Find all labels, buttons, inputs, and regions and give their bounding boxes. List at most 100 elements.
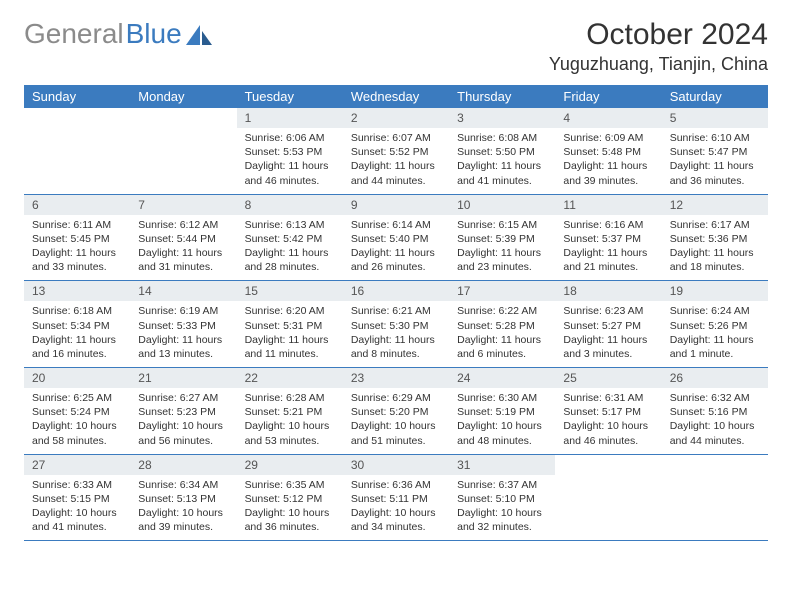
calendar-head: SundayMondayTuesdayWednesdayThursdayFrid… [24, 85, 768, 108]
calendar-cell: 21Sunrise: 6:27 AMSunset: 5:23 PMDayligh… [130, 368, 236, 455]
sunrise-text: Sunrise: 6:30 AM [457, 391, 547, 405]
day-body: Sunrise: 6:36 AMSunset: 5:11 PMDaylight:… [343, 475, 449, 541]
day-number: 19 [662, 281, 768, 301]
sunrise-text: Sunrise: 6:33 AM [32, 478, 122, 492]
location: Yuguzhuang, Tianjin, China [549, 54, 768, 75]
day-body: Sunrise: 6:27 AMSunset: 5:23 PMDaylight:… [130, 388, 236, 454]
month-title: October 2024 [549, 18, 768, 52]
day-body: Sunrise: 6:10 AMSunset: 5:47 PMDaylight:… [662, 128, 768, 194]
calendar-cell: 16Sunrise: 6:21 AMSunset: 5:30 PMDayligh… [343, 281, 449, 368]
day-body: Sunrise: 6:23 AMSunset: 5:27 PMDaylight:… [555, 301, 661, 367]
calendar-cell: 30Sunrise: 6:36 AMSunset: 5:11 PMDayligh… [343, 454, 449, 541]
sunset-text: Sunset: 5:17 PM [563, 405, 653, 419]
daylight-text: Daylight: 11 hours and 39 minutes. [563, 159, 653, 187]
sunrise-text: Sunrise: 6:29 AM [351, 391, 441, 405]
sunrise-text: Sunrise: 6:13 AM [245, 218, 335, 232]
sunrise-text: Sunrise: 6:36 AM [351, 478, 441, 492]
calendar-cell: 23Sunrise: 6:29 AMSunset: 5:20 PMDayligh… [343, 368, 449, 455]
weekday-header: Saturday [662, 85, 768, 108]
daylight-text: Daylight: 11 hours and 16 minutes. [32, 333, 122, 361]
daylight-text: Daylight: 11 hours and 31 minutes. [138, 246, 228, 274]
calendar-table: SundayMondayTuesdayWednesdayThursdayFrid… [24, 85, 768, 541]
day-body: Sunrise: 6:17 AMSunset: 5:36 PMDaylight:… [662, 215, 768, 281]
calendar-cell: 4Sunrise: 6:09 AMSunset: 5:48 PMDaylight… [555, 108, 661, 194]
day-body: Sunrise: 6:37 AMSunset: 5:10 PMDaylight:… [449, 475, 555, 541]
weekday-header: Tuesday [237, 85, 343, 108]
day-body: Sunrise: 6:29 AMSunset: 5:20 PMDaylight:… [343, 388, 449, 454]
daylight-text: Daylight: 10 hours and 48 minutes. [457, 419, 547, 447]
day-number: 31 [449, 455, 555, 475]
sunset-text: Sunset: 5:53 PM [245, 145, 335, 159]
day-number: 28 [130, 455, 236, 475]
day-number: 20 [24, 368, 130, 388]
calendar-cell: 10Sunrise: 6:15 AMSunset: 5:39 PMDayligh… [449, 194, 555, 281]
sunrise-text: Sunrise: 6:21 AM [351, 304, 441, 318]
sunrise-text: Sunrise: 6:20 AM [245, 304, 335, 318]
sunset-text: Sunset: 5:10 PM [457, 492, 547, 506]
sunrise-text: Sunrise: 6:34 AM [138, 478, 228, 492]
day-body: Sunrise: 6:08 AMSunset: 5:50 PMDaylight:… [449, 128, 555, 194]
sunrise-text: Sunrise: 6:07 AM [351, 131, 441, 145]
sunrise-text: Sunrise: 6:12 AM [138, 218, 228, 232]
day-number: 18 [555, 281, 661, 301]
day-number: 6 [24, 195, 130, 215]
day-number: 22 [237, 368, 343, 388]
sunrise-text: Sunrise: 6:31 AM [563, 391, 653, 405]
sunrise-text: Sunrise: 6:22 AM [457, 304, 547, 318]
calendar-cell: 6Sunrise: 6:11 AMSunset: 5:45 PMDaylight… [24, 194, 130, 281]
sunset-text: Sunset: 5:21 PM [245, 405, 335, 419]
sunset-text: Sunset: 5:31 PM [245, 319, 335, 333]
sunset-text: Sunset: 5:42 PM [245, 232, 335, 246]
day-body: Sunrise: 6:12 AMSunset: 5:44 PMDaylight:… [130, 215, 236, 281]
calendar-cell: 29Sunrise: 6:35 AMSunset: 5:12 PMDayligh… [237, 454, 343, 541]
calendar-cell: 22Sunrise: 6:28 AMSunset: 5:21 PMDayligh… [237, 368, 343, 455]
daylight-text: Daylight: 11 hours and 36 minutes. [670, 159, 760, 187]
sunrise-text: Sunrise: 6:32 AM [670, 391, 760, 405]
day-number [130, 108, 236, 128]
daylight-text: Daylight: 11 hours and 6 minutes. [457, 333, 547, 361]
sunset-text: Sunset: 5:24 PM [32, 405, 122, 419]
logo-gray-text: General [24, 18, 124, 50]
day-number: 13 [24, 281, 130, 301]
weekday-header: Wednesday [343, 85, 449, 108]
calendar-cell [130, 108, 236, 194]
daylight-text: Daylight: 10 hours and 39 minutes. [138, 506, 228, 534]
daylight-text: Daylight: 10 hours and 41 minutes. [32, 506, 122, 534]
daylight-text: Daylight: 11 hours and 28 minutes. [245, 246, 335, 274]
logo: GeneralBlue [24, 18, 212, 50]
calendar-cell: 26Sunrise: 6:32 AMSunset: 5:16 PMDayligh… [662, 368, 768, 455]
day-body: Sunrise: 6:31 AMSunset: 5:17 PMDaylight:… [555, 388, 661, 454]
day-number: 9 [343, 195, 449, 215]
day-number: 5 [662, 108, 768, 128]
sunset-text: Sunset: 5:27 PM [563, 319, 653, 333]
daylight-text: Daylight: 10 hours and 32 minutes. [457, 506, 547, 534]
sunrise-text: Sunrise: 6:17 AM [670, 218, 760, 232]
day-body [130, 128, 236, 186]
daylight-text: Daylight: 11 hours and 18 minutes. [670, 246, 760, 274]
day-number: 23 [343, 368, 449, 388]
day-body: Sunrise: 6:33 AMSunset: 5:15 PMDaylight:… [24, 475, 130, 541]
sunset-text: Sunset: 5:52 PM [351, 145, 441, 159]
sunset-text: Sunset: 5:47 PM [670, 145, 760, 159]
day-body: Sunrise: 6:14 AMSunset: 5:40 PMDaylight:… [343, 215, 449, 281]
daylight-text: Daylight: 11 hours and 41 minutes. [457, 159, 547, 187]
day-body [555, 475, 661, 533]
daylight-text: Daylight: 10 hours and 58 minutes. [32, 419, 122, 447]
calendar-cell: 25Sunrise: 6:31 AMSunset: 5:17 PMDayligh… [555, 368, 661, 455]
sunrise-text: Sunrise: 6:37 AM [457, 478, 547, 492]
daylight-text: Daylight: 10 hours and 36 minutes. [245, 506, 335, 534]
sunset-text: Sunset: 5:15 PM [32, 492, 122, 506]
sunset-text: Sunset: 5:44 PM [138, 232, 228, 246]
sunset-text: Sunset: 5:20 PM [351, 405, 441, 419]
sunset-text: Sunset: 5:12 PM [245, 492, 335, 506]
daylight-text: Daylight: 11 hours and 26 minutes. [351, 246, 441, 274]
sunrise-text: Sunrise: 6:25 AM [32, 391, 122, 405]
day-body: Sunrise: 6:24 AMSunset: 5:26 PMDaylight:… [662, 301, 768, 367]
calendar-cell: 11Sunrise: 6:16 AMSunset: 5:37 PMDayligh… [555, 194, 661, 281]
sunrise-text: Sunrise: 6:19 AM [138, 304, 228, 318]
calendar-cell: 3Sunrise: 6:08 AMSunset: 5:50 PMDaylight… [449, 108, 555, 194]
calendar-cell: 24Sunrise: 6:30 AMSunset: 5:19 PMDayligh… [449, 368, 555, 455]
sunset-text: Sunset: 5:13 PM [138, 492, 228, 506]
sunset-text: Sunset: 5:16 PM [670, 405, 760, 419]
sunrise-text: Sunrise: 6:35 AM [245, 478, 335, 492]
